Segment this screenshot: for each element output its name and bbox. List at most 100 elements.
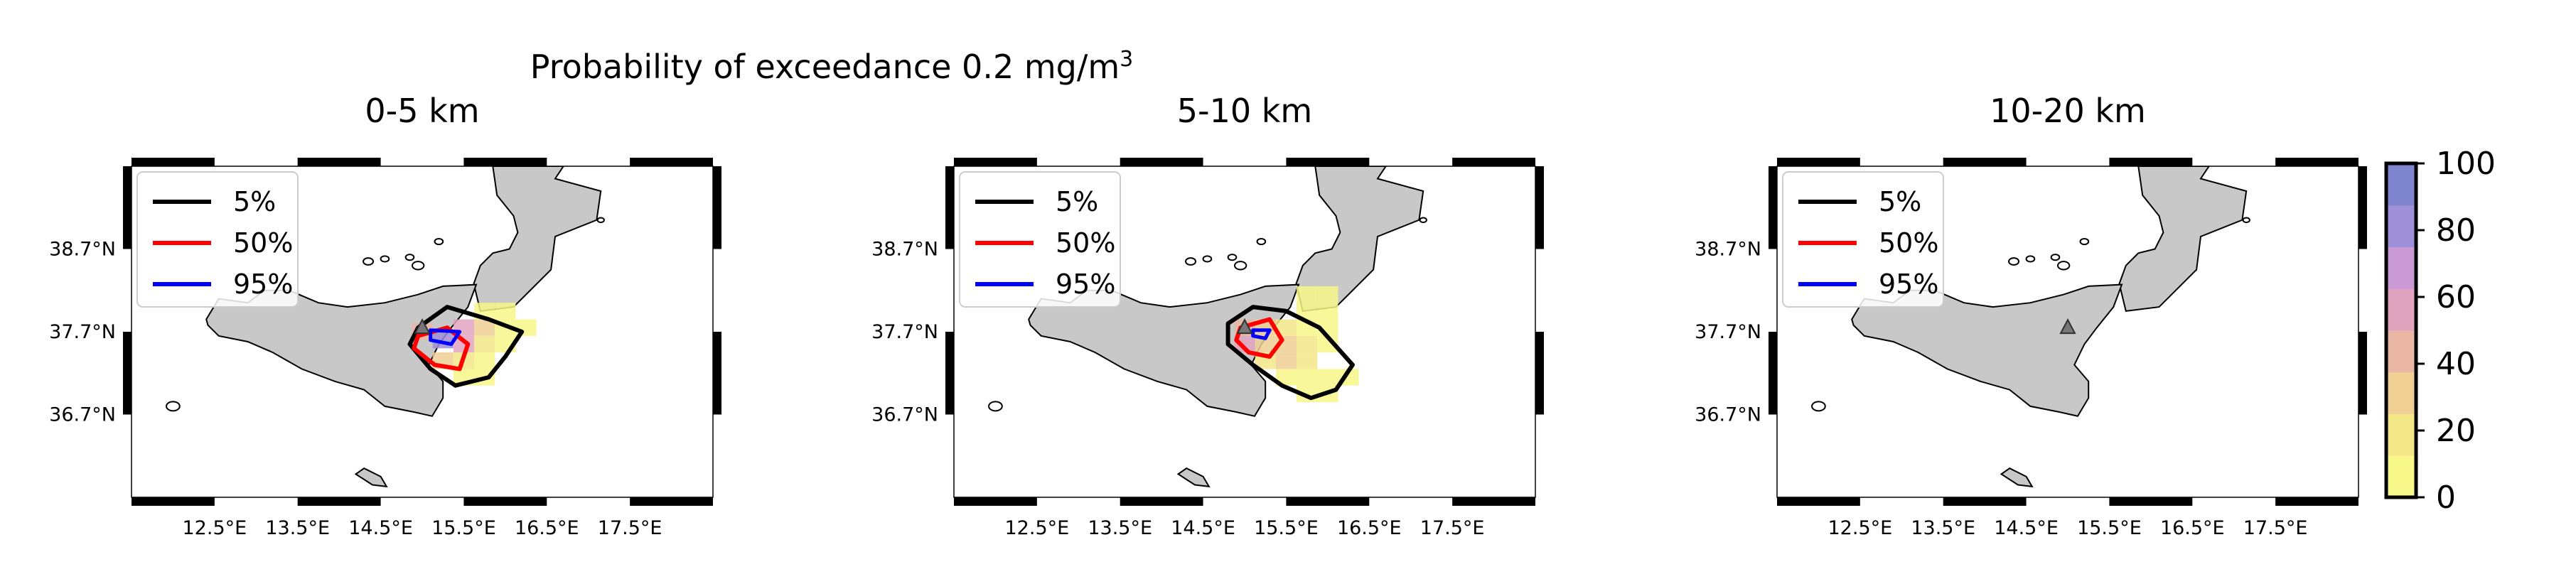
x-tick-label: 15.5°E (2077, 517, 2142, 539)
sicily-land (1851, 283, 2123, 417)
legend-box (1782, 171, 1944, 308)
y-tick-label: 36.7°N (871, 404, 938, 426)
colorbar-segment (2386, 413, 2416, 456)
colorbar-segment (2386, 455, 2416, 498)
y-tick-label: 36.7°N (49, 404, 116, 426)
heatmap-cell (1255, 335, 1276, 353)
heatmap-cell (1317, 369, 1338, 386)
legend-label: 50% (1056, 227, 1115, 259)
panel-title: 10-20 km (1990, 92, 2146, 130)
colorbar-frame (2384, 161, 2418, 499)
x-tick-label: 17.5°E (2243, 517, 2308, 539)
x-tick-label: 17.5°E (1420, 517, 1485, 539)
legend-label: 95% (1056, 269, 1115, 300)
heatmap-cell (1317, 303, 1338, 320)
contour-95pct (1251, 328, 1272, 340)
colorbar-segment (2386, 205, 2416, 247)
small-island (1419, 217, 1427, 223)
small-island (2050, 254, 2061, 261)
colorbar-tick-label: 60 (2436, 279, 2476, 315)
heatmap-cell (474, 319, 495, 336)
small-island (1202, 255, 1213, 263)
small-island (2242, 217, 2250, 223)
small-island (988, 401, 1003, 412)
heatmap-cell (474, 335, 495, 353)
calabria-land (2118, 166, 2248, 313)
small-island (411, 261, 425, 271)
y-tick-label: 38.7°N (1695, 239, 1761, 261)
legend-box (136, 171, 299, 308)
heatmap-cell (1297, 335, 1318, 353)
heatmap-cell (1275, 352, 1297, 369)
small-island (2008, 257, 2020, 266)
x-tick-label: 16.5°E (2160, 517, 2225, 539)
contour-5pct (1225, 305, 1355, 401)
colorbar-tick-label: 80 (2436, 212, 2476, 249)
map-area (132, 166, 713, 497)
colorbar-segment (2386, 163, 2416, 206)
y-tick-label: 38.7°N (871, 239, 938, 261)
colorbar-tick-label: 40 (2436, 346, 2476, 382)
colorbar-segment (2386, 247, 2416, 289)
legend-label: 5% (1879, 186, 1921, 217)
contour-95pct (429, 328, 462, 346)
x-tick-label: 15.5°E (431, 517, 496, 539)
map-panel-2: 5-10 km 5% 50% 95% 12.5°E 13.5°E 14.5°E 15.5°E 1… (871, 92, 1544, 539)
map-frame (1769, 158, 2367, 506)
legend-box (959, 171, 1121, 308)
calabria-land (473, 166, 602, 313)
volcano-icon (2059, 318, 2076, 335)
legend-label: 50% (233, 227, 293, 259)
legend: 5% 50% 95% (959, 171, 1121, 308)
small-island (1811, 401, 1826, 412)
map-area (954, 166, 1535, 497)
colorbar-tick-label: 100 (2436, 146, 2496, 182)
x-tick-label: 17.5°E (598, 517, 662, 539)
map-panel-1: 0-5 km 5% 50% 95% 12.5°E 13.5°E 14.5°E 15.5°E 16… (49, 92, 721, 539)
x-tick-label: 15.5°E (1254, 517, 1319, 539)
x-tick-label: 13.5°E (1088, 517, 1152, 539)
heatmap-cell (453, 335, 475, 353)
x-tick-label: 14.5°E (1171, 517, 1235, 539)
volcano-icon (414, 318, 431, 335)
panel-title: 5-10 km (1177, 92, 1312, 130)
figure-suptitle: Probability of exceedance 0.2 mg/m3 (530, 47, 1134, 87)
heatmap-cell (1275, 369, 1297, 386)
x-tick-label: 12.5°E (183, 517, 247, 539)
heatmap-cell (1297, 286, 1318, 303)
small-island (166, 401, 181, 412)
small-island (2056, 261, 2071, 271)
heatmap-cell (1297, 303, 1318, 320)
y-tick-label: 37.7°N (1695, 321, 1761, 343)
heatmap-cell (1297, 352, 1318, 369)
small-island (380, 255, 390, 263)
colorbar-tick-label: 20 (2436, 413, 2476, 449)
legend-label: 95% (1879, 269, 1938, 300)
malta-land (1176, 467, 1211, 488)
map-frame (945, 158, 1544, 506)
small-island (1185, 257, 1197, 266)
small-island (1227, 254, 1238, 261)
colorbar-tick-label: 0 (2436, 480, 2456, 516)
malta-land (354, 467, 388, 488)
calabria-land (1295, 166, 1424, 313)
map-panel-3: 10-20 km 5% 50% 95% 12.5°E 13.5°E 14.5°E 15.5°E… (1695, 92, 2367, 539)
small-island (363, 257, 375, 266)
x-tick-label: 13.5°E (265, 517, 330, 539)
legend-label: 5% (1056, 186, 1098, 217)
colorbar-segment (2386, 288, 2416, 331)
legend-label: 5% (233, 186, 276, 217)
x-tick-label: 12.5°E (1828, 517, 1893, 539)
small-island (2025, 255, 2036, 263)
small-island (596, 217, 605, 223)
small-island (1256, 237, 1267, 246)
colorbar-segment (2386, 372, 2416, 414)
heatmap-cell (1275, 319, 1297, 336)
colorbar: 0 20 40 60 80 100 (2384, 146, 2496, 516)
x-tick-label: 14.5°E (1994, 517, 2059, 539)
y-tick-label: 36.7°N (1695, 404, 1761, 426)
y-tick-label: 38.7°N (49, 239, 116, 261)
legend-label: 95% (233, 269, 293, 300)
malta-land (2000, 467, 2034, 488)
